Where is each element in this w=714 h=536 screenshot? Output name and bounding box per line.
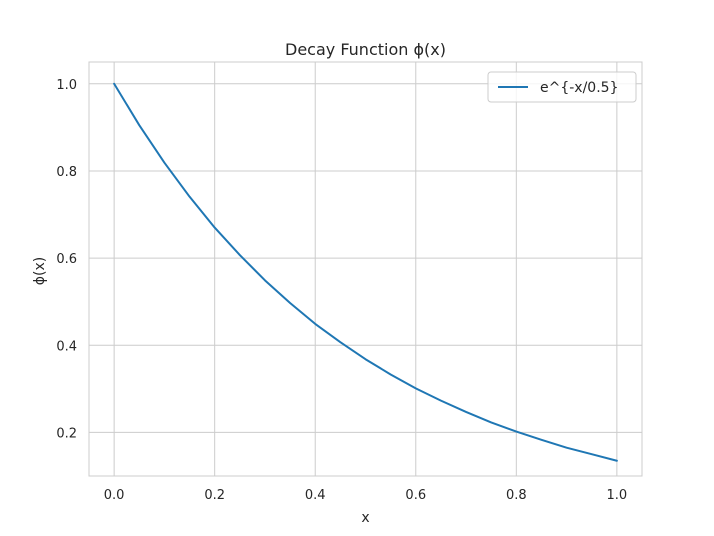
x-tick-label: 0.6 — [405, 488, 426, 503]
x-tick-label: 0.4 — [305, 488, 326, 503]
chart-title: Decay Function ϕ(x) — [285, 40, 446, 59]
legend-box — [487, 71, 637, 103]
y-tick-label: 0.4 — [56, 339, 77, 354]
legend-label: e^{-x/0.5} — [540, 80, 618, 96]
series-line-0 — [113, 82, 618, 462]
y-tick-label: 0.2 — [56, 426, 77, 441]
x-tick-label: 0.8 — [506, 488, 527, 503]
y-tick-label: 0.6 — [56, 252, 77, 267]
x-axis-label: x — [361, 510, 369, 526]
x-tick-label: 1.0 — [607, 488, 628, 503]
x-tick-label: 0.2 — [204, 488, 225, 503]
y-axis-label: ϕ(x) — [32, 257, 48, 285]
legend: e^{-x/0.5} — [487, 71, 637, 103]
ticks: 0.0 0.2 0.4 0.6 0.8 1.0 0.2 0.4 0.6 0.8 1.0 — [56, 78, 627, 503]
y-tick-label: 0.8 — [56, 165, 77, 180]
series-layer — [113, 82, 618, 462]
grid — [89, 62, 642, 476]
x-tick-label: 0.0 — [104, 488, 125, 503]
plot-frame — [88, 61, 643, 477]
y-tick-label: 1.0 — [56, 78, 77, 93]
